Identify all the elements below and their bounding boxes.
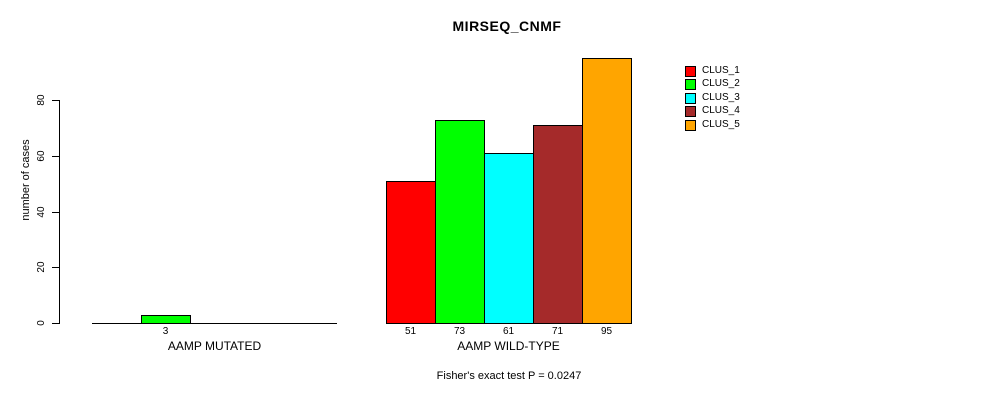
legend-label: CLUS_1 <box>702 65 740 76</box>
bar-value-label: 61 <box>502 326 515 337</box>
y-tick-label: 40 <box>36 205 47 218</box>
bar-value-label: 71 <box>551 326 564 337</box>
y-axis-line <box>59 100 60 324</box>
x-axis-baseline <box>92 323 337 324</box>
x-group-label: AAMP WILD-TYPE <box>457 339 560 353</box>
chart-title: MIRSEQ_CNMF <box>452 18 562 34</box>
y-tick-label: 20 <box>36 261 47 273</box>
bar <box>141 314 191 324</box>
legend-swatch <box>685 119 696 131</box>
y-tick-label: 0 <box>36 320 47 326</box>
legend-label: CLUS_2 <box>702 78 740 90</box>
bar <box>386 180 436 324</box>
y-tick-mark <box>52 100 59 101</box>
x-group-label: AAMP MUTATED <box>167 339 262 353</box>
legend-swatch <box>685 106 696 118</box>
bar-value-label: 95 <box>600 326 613 337</box>
y-tick-mark <box>52 323 59 324</box>
y-tick-mark <box>52 211 59 213</box>
legend-swatch <box>685 79 696 91</box>
y-tick-mark <box>52 155 59 157</box>
fisher-test-caption: Fisher's exact test P = 0.0247 <box>436 370 582 382</box>
y-tick-label: 60 <box>36 150 47 162</box>
bar-value-label: 3 <box>162 326 169 337</box>
legend-swatch <box>685 66 696 77</box>
bar-value-label: 73 <box>453 326 466 337</box>
legend-label: CLUS_4 <box>702 105 740 117</box>
bar <box>435 119 485 324</box>
y-tick-label: 80 <box>36 94 47 106</box>
bar <box>533 125 583 324</box>
y-axis-label: number of cases <box>20 139 32 221</box>
legend-swatch <box>685 92 696 104</box>
bar <box>582 58 632 324</box>
bar <box>484 152 534 324</box>
bar-value-label: 51 <box>404 326 417 337</box>
y-tick-mark <box>52 267 59 269</box>
legend-label: CLUS_5 <box>702 118 740 130</box>
legend-label: CLUS_3 <box>702 91 740 103</box>
